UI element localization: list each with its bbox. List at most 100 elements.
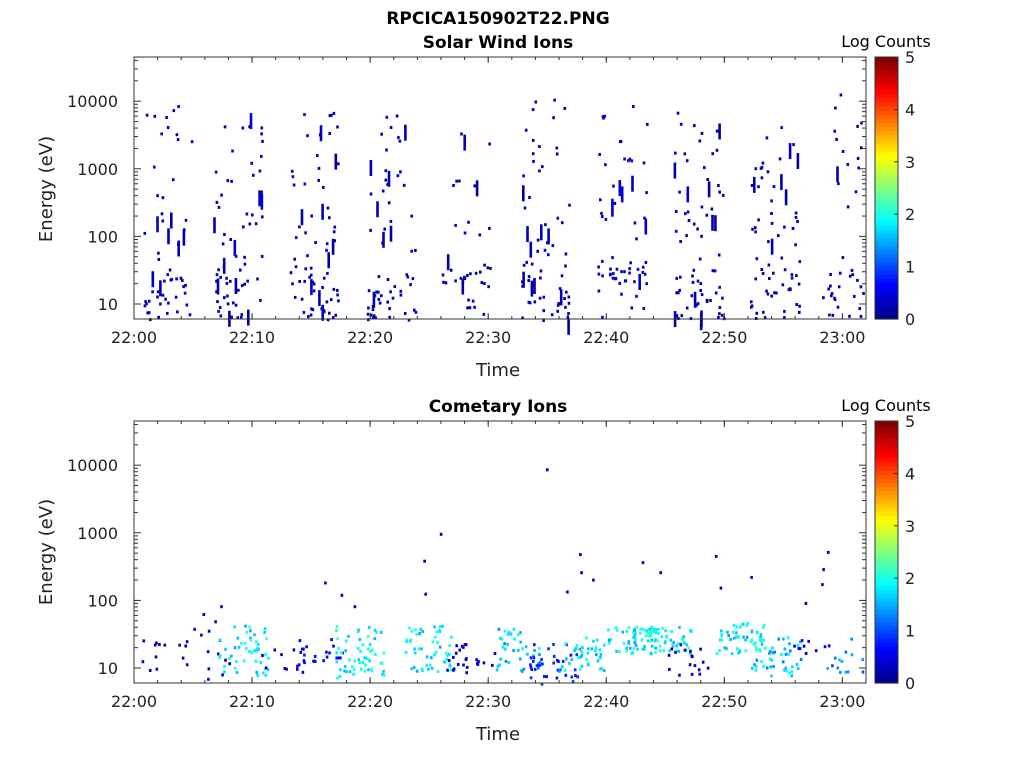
data-cell <box>344 639 348 643</box>
colorbar-segment <box>875 290 898 296</box>
colorbar-segment <box>875 175 898 181</box>
data-cell <box>790 276 794 280</box>
data-cell <box>607 628 610 632</box>
data-cell <box>239 316 243 319</box>
data-cell <box>226 179 230 183</box>
data-cell <box>218 656 221 660</box>
data-cell <box>715 148 719 152</box>
data-cell <box>856 156 860 160</box>
data-cell <box>692 268 696 272</box>
data-cell <box>367 289 371 293</box>
data-cell <box>696 302 700 306</box>
data-cell <box>533 649 536 652</box>
colorbar-segment <box>875 314 898 320</box>
data-cell <box>156 216 159 233</box>
data-cell <box>783 668 786 672</box>
data-cell <box>406 275 410 279</box>
colorbar-segment <box>875 597 898 602</box>
panel-title: Cometary Ions <box>429 397 568 417</box>
data-cell <box>717 253 721 257</box>
data-cell <box>622 642 626 645</box>
data-cell <box>156 295 159 299</box>
data-cell <box>542 319 545 322</box>
data-cell <box>568 661 571 665</box>
data-cell <box>698 672 702 676</box>
data-cell <box>294 265 298 269</box>
data-cell <box>595 638 599 642</box>
data-cell <box>184 218 188 222</box>
data-cell <box>303 182 307 186</box>
data-cell <box>594 646 598 650</box>
data-point <box>423 559 426 563</box>
data-cell <box>713 269 717 273</box>
data-cell <box>587 647 590 651</box>
data-cell <box>213 217 216 234</box>
data-cell <box>184 644 187 648</box>
data-cell <box>328 216 331 220</box>
data-cell <box>348 670 352 674</box>
data-cell <box>388 307 391 311</box>
data-cell <box>612 272 615 276</box>
data-cell <box>343 669 346 673</box>
data-cell <box>541 165 544 169</box>
data-cell <box>482 661 486 665</box>
data-cell <box>530 668 533 671</box>
data-cell <box>649 633 653 637</box>
data-point <box>804 601 808 605</box>
data-cell <box>777 637 780 641</box>
data-cell <box>300 209 304 226</box>
data-cell <box>409 638 413 642</box>
data-cell <box>594 653 598 656</box>
data-cell <box>665 635 668 639</box>
data-cell <box>449 268 453 272</box>
data-cell <box>765 289 768 293</box>
data-cell <box>335 629 338 633</box>
data-cell <box>839 670 842 674</box>
colorbar-segment <box>875 556 898 561</box>
colorbar-label: Log Counts <box>841 396 931 415</box>
data-cell <box>650 638 653 642</box>
data-cell <box>251 213 254 217</box>
colorbar-segment <box>875 220 898 226</box>
data-point <box>750 575 753 579</box>
data-cell <box>802 644 806 648</box>
data-cell <box>647 632 650 636</box>
data-cell <box>413 308 416 312</box>
data-cell <box>334 153 338 170</box>
data-cell <box>352 668 356 672</box>
colorbar-segment <box>875 253 898 259</box>
colorbar-frame <box>874 420 899 684</box>
data-cell <box>644 628 647 632</box>
data-cell <box>718 190 721 194</box>
data-cell <box>399 289 403 293</box>
data-cell <box>503 647 507 651</box>
data-cell <box>750 630 754 634</box>
data-cell <box>794 215 798 219</box>
data-cell <box>598 153 601 156</box>
data-cell <box>369 192 373 196</box>
data-cell <box>538 296 542 300</box>
data-point <box>659 571 662 575</box>
data-cell <box>621 630 625 634</box>
data-cell <box>654 630 658 634</box>
data-cell <box>148 669 152 672</box>
data-cell <box>646 122 649 126</box>
data-cell <box>536 238 540 242</box>
x-tick-label: 22:50 <box>701 692 747 711</box>
data-cell <box>620 270 623 274</box>
data-cell <box>465 657 468 661</box>
data-cell <box>175 133 179 137</box>
data-cell <box>323 310 326 314</box>
data-cell <box>536 664 540 668</box>
data-cell <box>415 669 419 673</box>
data-cell <box>620 292 623 296</box>
data-cell <box>558 287 562 291</box>
data-cell <box>675 291 678 295</box>
data-cell <box>332 644 335 648</box>
data-cell <box>407 318 411 322</box>
data-cell <box>366 657 370 661</box>
data-cell <box>193 627 196 631</box>
data-cell <box>321 304 324 321</box>
data-cell <box>627 640 631 644</box>
data-cell <box>627 626 631 630</box>
